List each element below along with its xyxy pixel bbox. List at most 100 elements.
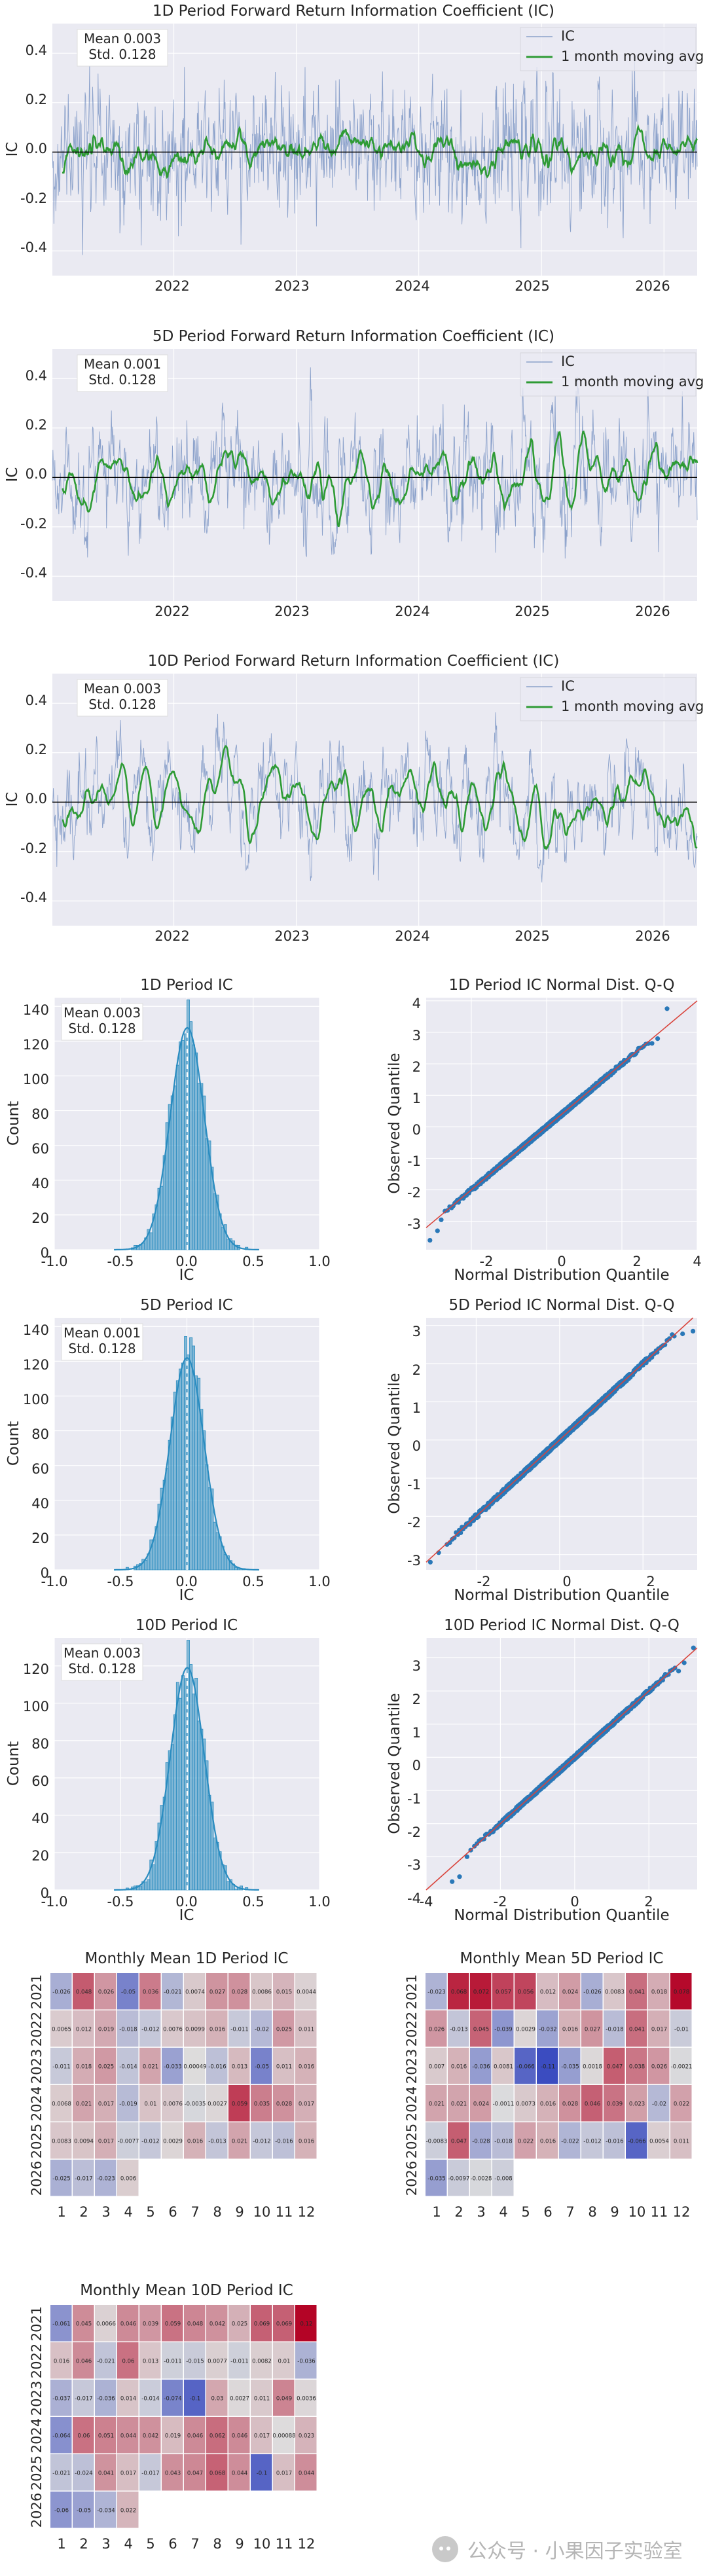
x-tick-label: -2	[494, 1894, 507, 1910]
heatmap-value: -0.066	[628, 2139, 645, 2145]
heatmap-cell	[162, 2380, 183, 2416]
y-tick-label: 1	[412, 1725, 421, 1741]
chart-title: 1D Period Forward Return Information Coe…	[153, 3, 554, 20]
heatmap-cell	[162, 2122, 183, 2159]
histogram-bar	[173, 1714, 177, 1891]
heatmap-cell	[117, 2048, 139, 2084]
stats-mean: Mean 0.001	[84, 356, 161, 372]
reference-line	[426, 1647, 698, 1891]
ic-histogram-5d: 5D Period IC Count IC Mean 0.001 Std. 0.…	[5, 1297, 331, 1604]
stats-box: Mean 0.003 Std. 0.128	[61, 1003, 143, 1041]
heatmap-cell	[139, 2010, 161, 2047]
heatmap-cell	[162, 2085, 183, 2122]
y-tick-label: 0	[41, 1565, 49, 1581]
plot-area	[426, 1318, 697, 1570]
heatmap-cell	[228, 2380, 250, 2416]
x-tick-label: 0.5	[242, 1894, 264, 1910]
x-axis-label: IC	[179, 1267, 194, 1284]
heatmap-value: -0.012	[141, 2027, 159, 2033]
x-tick-label: -1.0	[41, 1894, 68, 1910]
heatmap-value: -0.036	[472, 2064, 490, 2071]
x-tick-label: 0.0	[175, 1574, 197, 1589]
heatmap-cell	[581, 2010, 603, 2047]
heatmap-value: 0.041	[629, 2027, 645, 2033]
heatmap-value: 0.017	[276, 2471, 292, 2477]
column-label: 3	[101, 2536, 110, 2552]
y-tick-label: -1	[407, 1477, 421, 1493]
heatmap-cell	[492, 2160, 514, 2196]
column-label: 8	[213, 2536, 221, 2552]
heatmap-value: 0.023	[629, 2101, 645, 2108]
heatmap-cell	[273, 2010, 295, 2047]
x-tick-label: 0	[557, 1254, 566, 1269]
heatmap-value: 0.025	[276, 2027, 292, 2033]
heatmap-cell	[50, 2122, 72, 2159]
heatmap-cell	[50, 2160, 72, 2196]
heatmap-cell	[670, 1973, 692, 2010]
x-tick-label: -2	[477, 1574, 491, 1589]
heatmap-value: 0.0086	[252, 1989, 272, 1996]
heatmap-value: 0.016	[299, 2064, 314, 2071]
heatmap-value: 0.00088	[272, 2433, 295, 2440]
heatmap-cell	[228, 2305, 250, 2342]
x-tick-label: 0	[562, 1574, 571, 1589]
x-tick-label: -0.5	[107, 1574, 134, 1589]
y-tick-label: 0.0	[26, 466, 47, 482]
legend-ma-label: 1 month moving avg	[561, 48, 704, 64]
heatmap-value: 0.019	[98, 2027, 114, 2033]
histogram-bar	[200, 1083, 204, 1250]
heatmap-cell	[448, 1973, 469, 2010]
watermark-text: 公众号 · 小果因子实验室	[467, 2540, 683, 2563]
x-tick-label: -1.0	[41, 1254, 68, 1269]
histogram-bar	[197, 1083, 201, 1250]
heatmap-cell	[50, 2010, 72, 2047]
qq-point	[649, 1041, 655, 1046]
y-tick-label: 120	[23, 1357, 49, 1373]
y-axis-label: IC	[4, 467, 21, 482]
heatmap-value: -0.011	[230, 2359, 248, 2365]
row-label: 2026	[29, 2493, 45, 2528]
heatmap-value: 0.0094	[74, 2139, 94, 2145]
x-axis-label: Normal Distribution Quantile	[454, 1907, 669, 1924]
heatmap-value: 0.0099	[185, 2027, 205, 2033]
y-axis-label: Observed Quantile	[386, 1053, 403, 1193]
column-label: 7	[190, 2204, 199, 2220]
heatmap-cell	[162, 1973, 183, 2010]
heatmap-value: 0.0044	[297, 1989, 316, 1996]
y-tick-label: -2	[407, 1185, 421, 1201]
heatmap-value: -0.014	[119, 2064, 137, 2071]
y-axis-label: IC	[4, 142, 21, 157]
heatmap-value: 0.069	[276, 2321, 292, 2328]
heatmap-value: 0.046	[232, 2433, 247, 2440]
heatmap-value: -0.011	[164, 2359, 181, 2365]
heatmap-value: 0.042	[143, 2433, 158, 2440]
heatmap-cell	[448, 2160, 469, 2196]
heatmap-value: 0.018	[651, 1989, 667, 1996]
qq-point	[660, 1677, 666, 1683]
heatmap-cell	[184, 2417, 206, 2454]
x-tick-label: 0.5	[242, 1574, 264, 1589]
legend-ic-label: IC	[561, 28, 575, 44]
y-tick-label: 100	[23, 1699, 49, 1714]
heatmap-cell	[295, 2417, 317, 2454]
column-label: 3	[477, 2204, 485, 2220]
qq-point	[666, 1672, 671, 1677]
heatmap-cell	[492, 1973, 514, 2010]
heatmap-cell	[73, 2417, 94, 2454]
histogram-bar	[189, 1664, 193, 1891]
y-tick-label: 2	[412, 1059, 421, 1075]
histogram-bar	[234, 1889, 238, 1891]
heatmap-cell	[95, 2122, 117, 2159]
heatmap-value: 0.019	[165, 2433, 181, 2440]
histogram-bar	[221, 1227, 225, 1250]
heatmap-value: 0.048	[76, 1989, 92, 1996]
y-tick-label: -0.2	[20, 190, 47, 206]
y-tick-label: 3	[412, 1324, 421, 1339]
heatmap-value: 0.0065	[52, 2027, 71, 2033]
histogram-bar	[197, 1720, 201, 1891]
histogram-bar	[165, 1468, 169, 1570]
ic-qq-plot-5d: 5D Period IC Normal Dist. Q-Q Observed Q…	[386, 1297, 697, 1604]
heatmap-value: 0.044	[232, 2471, 247, 2477]
stats-mean: Mean 0.003	[63, 1645, 141, 1661]
kde-curve	[114, 1026, 260, 1251]
